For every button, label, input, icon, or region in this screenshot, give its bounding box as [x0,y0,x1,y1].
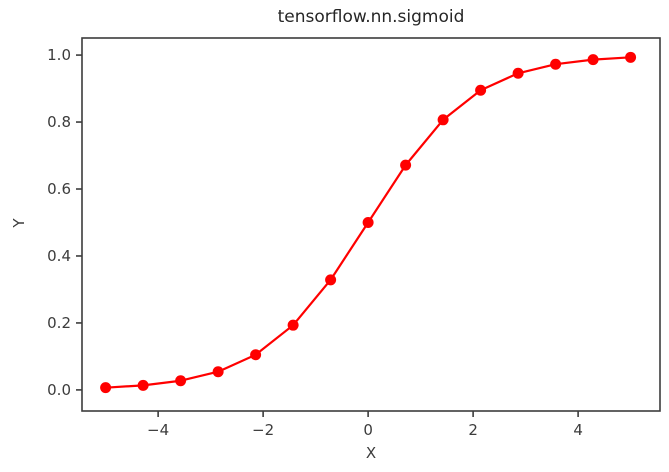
y-tick-label: 0.6 [47,180,71,198]
x-tick-label: 0 [363,421,373,439]
data-point [550,58,562,70]
data-point [625,51,637,63]
y-tick-label: 0.8 [47,113,71,131]
x-axis-label: X [365,444,377,462]
data-point [212,366,224,378]
y-tick-label: 0.2 [47,314,71,332]
data-point [100,382,112,394]
axes-spines [81,37,661,412]
y-tick-label: 0.4 [47,247,71,265]
data-point [587,54,599,66]
x-tick-label: −2 [252,421,274,439]
data-point [437,114,449,126]
data-point [250,349,262,361]
data-point [325,274,337,286]
data-point [512,67,524,79]
y-tick-label: 0.0 [47,381,71,399]
x-tick-label: 2 [468,421,478,439]
y-tick-label: 1.0 [47,46,71,64]
data-point [362,216,374,228]
x-tick-label: 4 [573,421,583,439]
data-point [175,375,187,387]
data-point [475,84,487,96]
data-point [137,379,149,391]
x-tick-label: −4 [147,421,169,439]
data-point [400,159,412,171]
data-point [287,319,299,331]
chart-title: tensorflow.nn.sigmoid [277,7,465,27]
